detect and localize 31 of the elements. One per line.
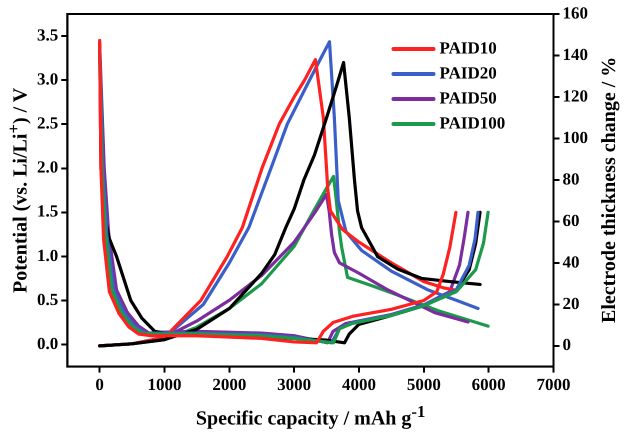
x-axis-title: Specific capacity / mAh g$^{-1}$ <box>196 402 426 431</box>
y-tick-label: 0.5 <box>37 290 58 309</box>
y-tick-label: 1.5 <box>37 202 58 221</box>
legend-label: PAID10 <box>440 38 497 58</box>
y2-tick-label: 40 <box>562 252 580 272</box>
x-tick-label: 5000 <box>406 375 441 394</box>
legend-label: PAID100 <box>440 113 506 132</box>
y-tick-label: 2.5 <box>37 114 58 133</box>
x-tick-label: 7000 <box>536 375 570 394</box>
legend-label: PAID50 <box>440 88 497 108</box>
y2-tick-label: 120 <box>562 86 588 106</box>
legend-label: PAID20 <box>440 63 497 82</box>
y2-tick-label: 20 <box>562 294 580 313</box>
y-tick-label: 3.0 <box>37 70 58 89</box>
y2-tick-label: 0 <box>562 335 571 354</box>
y2-tick-label: 100 <box>562 128 588 147</box>
x-tick-label: 2000 <box>212 375 246 394</box>
y-tick-label: 3.5 <box>37 25 58 44</box>
y2-tick-label: 160 <box>562 3 588 22</box>
y-tick-label: 0.0 <box>37 334 58 353</box>
y-tick-label: 2.0 <box>37 158 58 177</box>
x-tick-label: 1000 <box>148 375 182 394</box>
x-tick-label: 4000 <box>342 375 376 394</box>
y2-tick-label: 80 <box>562 169 580 188</box>
y2-tick-label: 140 <box>562 44 588 64</box>
x-tick-label: 3000 <box>277 375 312 394</box>
y2-tick-label: 60 <box>562 210 580 230</box>
x-tick-label: 0 <box>95 375 104 394</box>
y2-axis-title: Electrode thickness change / % <box>598 57 621 324</box>
x-tick-label: 6000 <box>472 375 506 394</box>
y-tick-label: 1.0 <box>37 246 58 265</box>
